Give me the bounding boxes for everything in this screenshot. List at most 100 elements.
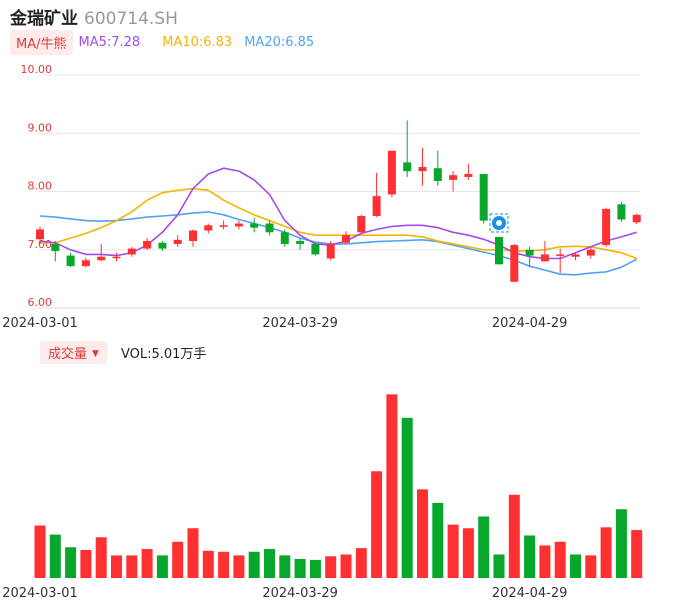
volume-bar <box>417 489 428 578</box>
dropdown-arrow-icon: ▼ <box>92 348 99 359</box>
volume-bar <box>493 554 505 578</box>
candle-body <box>97 256 106 261</box>
candle-body <box>112 256 121 259</box>
volume-bar <box>248 551 260 578</box>
y-tick-label: 10.00 <box>21 63 53 76</box>
volume-bar <box>218 551 230 578</box>
volume-indicator-button[interactable]: 成交量 ▼ <box>40 340 107 364</box>
candle-body <box>51 243 60 251</box>
candle-body <box>571 254 580 257</box>
volume-bar <box>156 555 168 578</box>
volume-bar <box>340 554 352 578</box>
candle-body <box>540 254 549 262</box>
candle-body <box>586 249 595 256</box>
volume-value: VOL:5.01万手 <box>120 346 207 362</box>
ma-legend: MA/牛熊 MA5:7.28 MA10:6.83 MA20:6.85 <box>10 29 315 55</box>
volume-bar <box>264 549 275 578</box>
volume-bar <box>80 549 92 578</box>
candle-body <box>265 223 274 233</box>
volume-bar <box>65 547 77 578</box>
candle-body <box>250 223 259 228</box>
volume-bar <box>34 525 46 578</box>
volume-bar <box>508 494 520 578</box>
candle-body <box>617 204 626 220</box>
y-tick-label: 8.00 <box>28 180 53 193</box>
candle-body <box>357 215 366 233</box>
candle-body <box>556 254 565 256</box>
volume-bar <box>386 394 398 578</box>
x-tick-label: 2024-04-29 <box>492 316 568 331</box>
candle-body <box>525 249 534 256</box>
candle-body <box>158 242 167 249</box>
volume-x-tick-label: 2024-03-01 <box>2 586 78 601</box>
volume-x-tick-label: 2024-03-29 <box>262 586 338 601</box>
volume-legend: 成交量 ▼ VOL:5.01万手 <box>40 340 207 364</box>
candle-body <box>311 243 320 255</box>
candle-body <box>143 241 152 249</box>
volume-bar <box>355 548 367 578</box>
volume-bar <box>126 555 138 578</box>
ma5-value: MA5:7.28 <box>78 34 141 50</box>
volume-indicator-label: 成交量 <box>48 346 88 362</box>
candle-body <box>66 255 75 267</box>
candle-body <box>296 241 305 244</box>
volume-bar <box>570 554 581 578</box>
candle-body <box>510 245 519 282</box>
volume-bar <box>432 502 444 578</box>
volume-bar <box>447 524 459 578</box>
volume-bar <box>95 537 107 578</box>
candle-body <box>234 223 243 227</box>
candle-body <box>479 174 488 221</box>
volume-bar <box>111 555 122 578</box>
candle-body <box>189 230 197 242</box>
shield-badge-center-icon <box>496 220 502 226</box>
ma10-value: MA10:6.83 <box>162 34 233 50</box>
y-tick-label: 6.00 <box>28 296 53 309</box>
volume-bar <box>141 549 153 578</box>
volume-bar <box>401 417 413 578</box>
ma10-line <box>40 187 637 260</box>
candle-body <box>173 239 182 244</box>
candle-body <box>632 214 641 223</box>
volume-bar <box>539 545 551 578</box>
volume-bar <box>49 534 61 578</box>
x-tick-label: 2024-03-01 <box>2 316 78 331</box>
stock-name: 金瑞矿业 <box>10 9 78 29</box>
stock-code: 600714.SH <box>84 9 178 29</box>
volume-bar <box>524 535 536 578</box>
volume-bar <box>462 528 474 578</box>
candle-body <box>449 175 458 180</box>
y-tick-label: 9.00 <box>28 121 53 134</box>
ma-indicator-button[interactable]: MA/牛熊 <box>10 29 73 55</box>
ma5-line <box>39 167 637 260</box>
ma20-line <box>39 211 638 276</box>
volume-bar <box>294 559 306 578</box>
marker-frame <box>489 213 509 233</box>
candle-body <box>204 225 213 231</box>
volume-x-tick-label: 2024-04-29 <box>492 586 568 601</box>
volume-bar <box>371 471 383 578</box>
candle-body <box>219 225 228 227</box>
ma20-value: MA20:6.85 <box>244 34 315 50</box>
candle-body <box>387 150 396 195</box>
candle-body <box>433 168 442 182</box>
volume-bar <box>309 559 321 578</box>
volume-bar <box>554 541 566 578</box>
volume-bar <box>615 509 627 578</box>
volume-bar <box>631 530 643 578</box>
x-tick-label: 2024-03-29 <box>262 316 338 331</box>
candle-body <box>403 162 412 172</box>
candle-body <box>326 243 335 259</box>
candle-body <box>602 208 611 246</box>
volume-bar <box>325 556 337 578</box>
candle-body <box>495 236 503 265</box>
candle-body <box>127 248 136 255</box>
candle-body <box>36 229 44 240</box>
volume-bar <box>600 527 612 578</box>
candle-body <box>464 174 473 177</box>
candle-body <box>342 235 350 243</box>
candle-body <box>418 167 427 172</box>
stock-header: 金瑞矿业 600714.SH <box>10 4 178 29</box>
volume-bar <box>233 555 245 578</box>
